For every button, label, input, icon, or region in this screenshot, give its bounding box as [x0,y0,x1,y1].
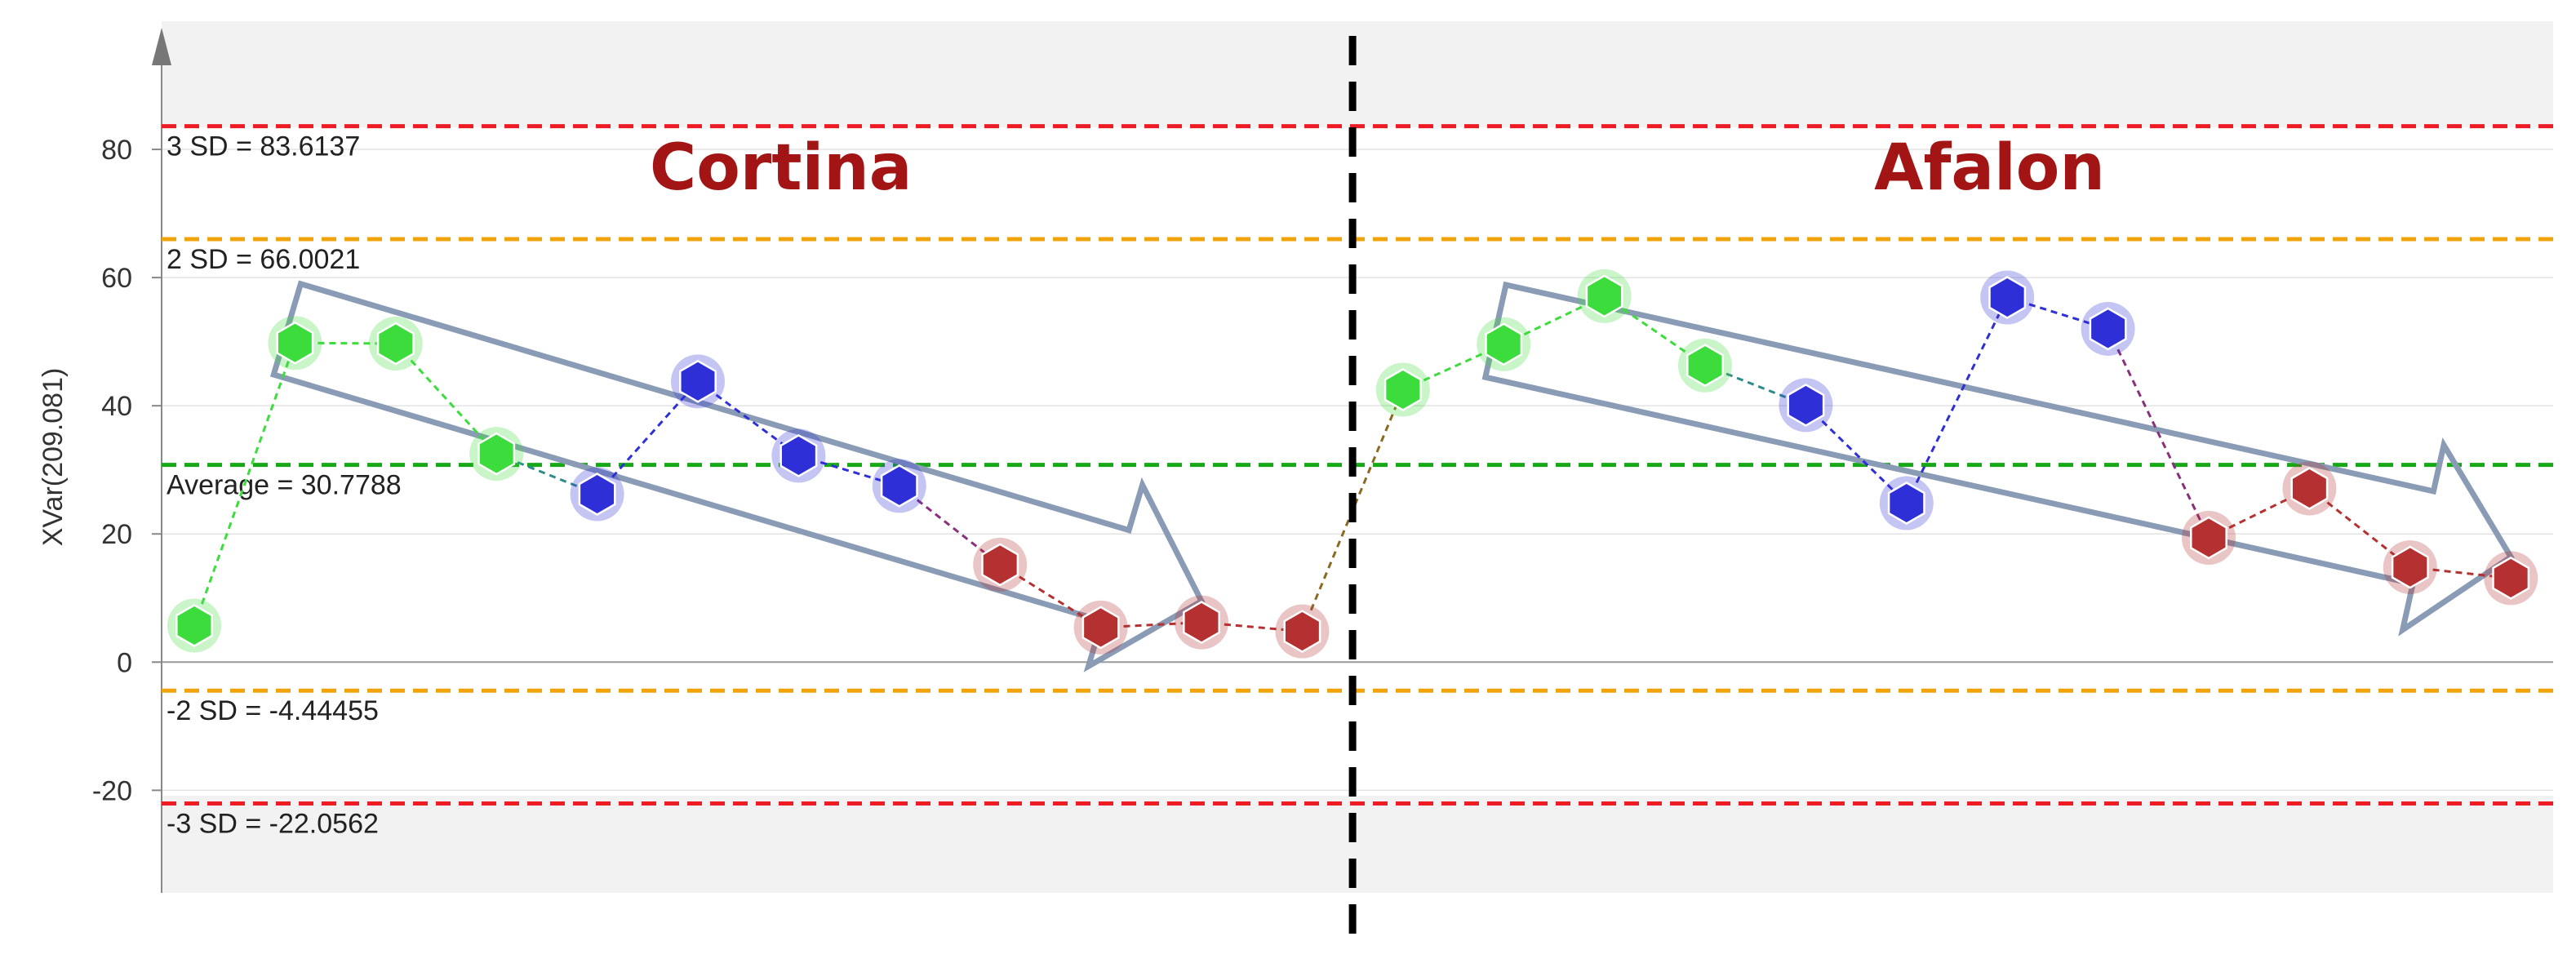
connector-line [898,485,1002,566]
data-point [2089,307,2127,351]
connector-line [1905,296,2009,504]
data-point [779,433,818,477]
data-point [1787,383,1825,427]
ref-label-lcl2: -2 SD = -4.44455 [167,695,379,726]
data-point [2190,516,2227,560]
data-point [175,604,213,647]
connector-line [2308,487,2411,569]
connector-line [1603,295,1706,366]
y-tick-label: 0 [117,647,132,678]
data-point [679,359,717,403]
ref-label-ucl2: 2 SD = 66.0021 [167,244,360,275]
y-tick-label: -20 [92,775,132,806]
gridlines [162,149,2553,792]
y-tick-label: 60 [101,263,132,294]
connector-line [697,380,800,457]
data-point [2492,556,2530,600]
y-axis-arrowhead [152,28,171,65]
y-tick-label: 80 [101,135,132,166]
segment-title-cortina: Cortina [650,131,912,205]
data-point [1183,601,1220,645]
connector-line [1805,404,1908,504]
data-point [1081,606,1120,650]
data-point [1383,368,1422,411]
ref-label-mean: Average = 30.7788 [167,470,402,501]
connector-line [596,380,700,495]
ref-label-ucl3: 3 SD = 83.6137 [167,131,360,162]
plot-bands [162,21,2553,893]
y-tick-label: 40 [101,391,132,422]
data-point [1585,274,1623,318]
data-point [376,322,415,366]
data-point [1485,322,1523,366]
data-point [2391,545,2429,589]
reference-lines: 3 SD = 83.6137 2 SD = 66.0021 Average = 30… [162,124,2553,840]
data-point [578,473,616,516]
connector-line [394,342,498,455]
data-point [880,464,918,508]
band-upper [162,21,2553,127]
connector-line [193,342,296,627]
data-point [2290,467,2329,510]
connector-line [2107,328,2210,539]
y-axis [152,28,171,893]
y-tick-label: 20 [101,519,132,550]
connector-line [999,563,1102,629]
data-point [1988,276,2027,319]
data-point [981,543,1019,587]
data-point [1887,482,1925,525]
segment-title-afalon: Afalon [1874,131,2105,205]
data-point [1283,610,1321,654]
data-point [1686,344,1724,388]
segment-titles: Cortina Afalon [650,131,2105,205]
band-lower [162,796,2553,893]
y-axis-title: XVar(209.081) [38,368,69,547]
trend-arrow-afalon [1481,281,2515,637]
y-tick-labels: -20 0 20 40 60 80 [92,135,162,806]
ref-label-lcl3: -3 SD = -22.0562 [167,809,379,840]
data-point [477,432,516,476]
series-markers [167,269,2538,659]
data-point [276,321,314,365]
